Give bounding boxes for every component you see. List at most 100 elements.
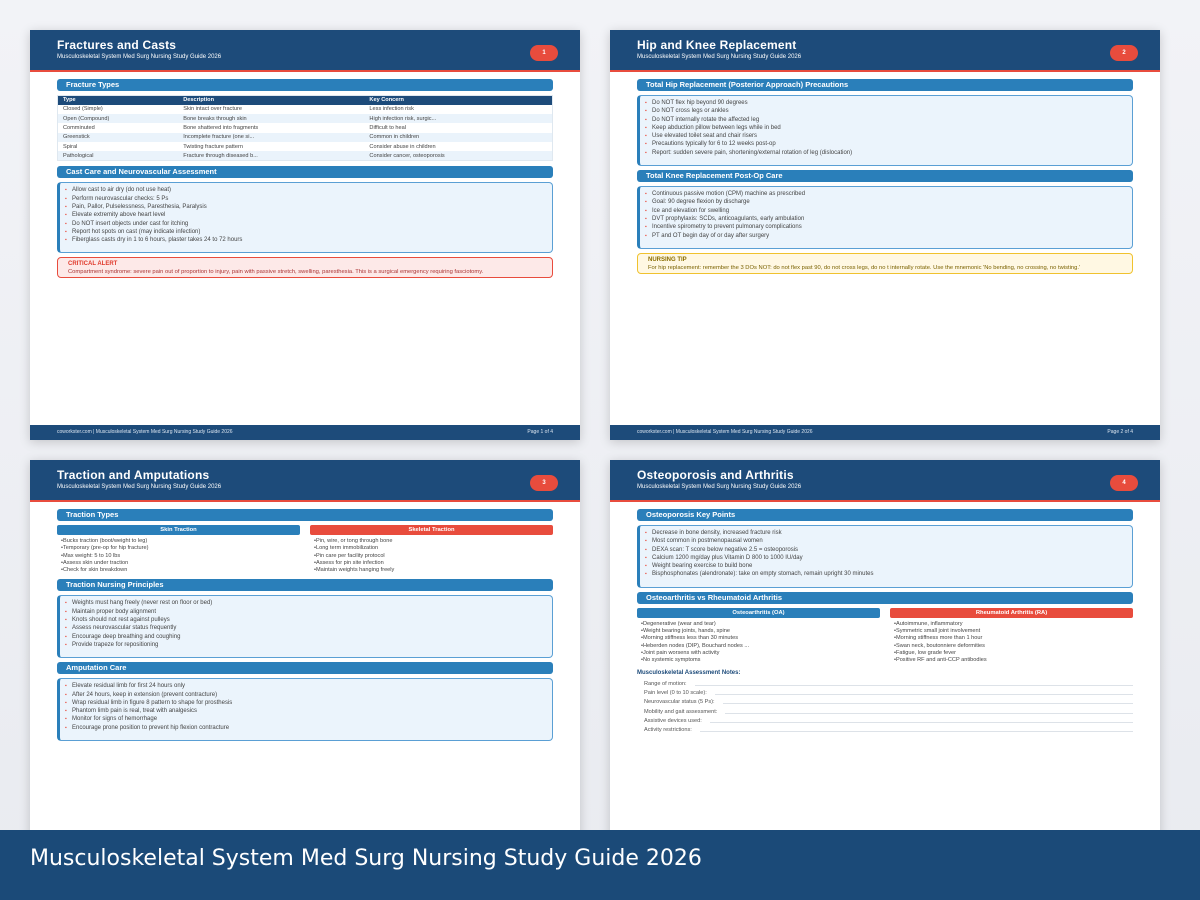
table-cell: Consider abuse in children xyxy=(369,143,436,150)
note-line[interactable] xyxy=(694,684,1133,686)
list-item: Max weight: 5 to 10 lbs xyxy=(57,553,300,560)
arthritis-comparison: Osteoarthritis (OA) Degenerative (wear a… xyxy=(637,607,1133,665)
list-item: Monitor for signs of hemorrhage xyxy=(65,715,552,724)
assessment-notes: Range of motion: Pain level (0 to 10 scal… xyxy=(637,678,1133,733)
skin-traction-header: Skin Traction xyxy=(57,525,300,535)
note-label: Mobility and gait assessment: xyxy=(644,708,718,715)
cast-care-list: Allow cast to air dry (do not use heat)P… xyxy=(57,182,553,254)
note-line[interactable] xyxy=(699,731,1133,733)
page-number-badge: 4 xyxy=(1110,475,1138,491)
table-cell: Consider cancer, osteoporosis xyxy=(364,151,553,161)
note-line[interactable] xyxy=(725,712,1133,714)
list-item: No systemic symptoms xyxy=(637,657,880,664)
tip-title: NURSING TIP xyxy=(648,256,687,263)
alert-text: Compartment syndrome: severe pain out of… xyxy=(68,269,484,276)
skeletal-traction-header: Skeletal Traction xyxy=(310,525,553,535)
list-item: DEXA scan: T score below negative 2.5 = … xyxy=(645,546,1132,555)
fracture-types-table: Type Description Key Concern Closed (Simpl… xyxy=(57,95,553,162)
list-item: Use elevated toilet seat and chair riser… xyxy=(645,132,1132,141)
list-item: Swan neck, boutonniere deformities xyxy=(890,643,1133,650)
list-item: Keep abduction pillow between legs while… xyxy=(645,124,1132,133)
page-1: Fractures and Casts Musculoskeletal Syst… xyxy=(30,30,580,440)
list-item: Knots should not rest against pulleys xyxy=(65,616,552,625)
section-header-hip-precautions: Total Hip Replacement (Posterior Approac… xyxy=(637,79,1133,91)
footer-left: coworkster.com | Musculoskeletal System … xyxy=(637,429,813,435)
list-item: Pin care per facility protocol xyxy=(310,553,553,560)
page-subtitle: Musculoskeletal System Med Surg Nursing … xyxy=(57,54,222,60)
note-label: Range of motion: xyxy=(644,680,687,687)
page-number-badge: 2 xyxy=(1110,45,1138,61)
table-cell: Pathological xyxy=(57,151,179,161)
list-item: Most common in postmenopausal women xyxy=(645,537,1132,546)
list-item: Heberden nodes (DIP), Bouchard nodes ... xyxy=(637,643,880,650)
list-item: Bucks traction (boot/weight to leg) xyxy=(57,538,300,545)
knee-care-list: Continuous passive motion (CPM) machine … xyxy=(637,186,1133,249)
list-item: Elevate extremity above heart level xyxy=(65,211,552,220)
page-4: Osteoporosis and Arthritis Musculoskelet… xyxy=(610,460,1160,860)
note-line[interactable] xyxy=(709,722,1133,724)
list-item: Allow cast to air dry (do not use heat) xyxy=(65,186,552,195)
table-cell: Fracture through diseased b... xyxy=(178,151,365,161)
page-subtitle: Musculoskeletal System Med Surg Nursing … xyxy=(637,54,802,60)
section-header-amputation-care: Amputation Care xyxy=(57,662,553,675)
table-cell: Open (Compound) xyxy=(57,113,179,124)
list-item: Temporary (pre-op for hip fracture) xyxy=(57,545,300,552)
list-item: Symmetric small joint involvement xyxy=(890,628,1133,635)
footer-page: Page 1 of 4 xyxy=(527,429,553,435)
table-cell: Common in children xyxy=(364,132,553,143)
amputation-care-list: Elevate residual limb for first 24 hours… xyxy=(57,678,553,742)
table-cell: High infection risk, surgic... xyxy=(364,113,553,124)
table-row: Closed (Simple) Skin intact over fracture… xyxy=(58,105,553,114)
list-item: Report: sudden severe pain, shortening/e… xyxy=(645,149,1132,158)
list-item: PT and OT begin day of or day after surg… xyxy=(645,232,1132,241)
list-item: Autoimmune, inflammatory xyxy=(890,621,1133,628)
list-item: Pin, wire, or tong through bone xyxy=(310,538,553,545)
list-item: Check for skin breakdown xyxy=(57,567,300,574)
page-subtitle: Musculoskeletal System Med Surg Nursing … xyxy=(637,484,802,490)
list-item: Decrease in bone density, increased frac… xyxy=(645,529,1132,538)
table-cell: Skin intact over fracture xyxy=(183,106,242,113)
oa-header: Osteoarthritis (OA) xyxy=(637,607,880,618)
section-header-traction-types: Traction Types xyxy=(57,509,553,521)
notes-title: Musculoskeletal Assessment Notes: xyxy=(637,669,741,676)
note-line[interactable] xyxy=(722,703,1133,705)
list-item: After 24 hours, keep in extension (preve… xyxy=(65,691,552,700)
note-line[interactable] xyxy=(714,694,1133,696)
table-row: Spiral Twisting fracture pattern Consider … xyxy=(58,142,553,151)
list-item: Weight bearing exercise to build bone xyxy=(645,562,1132,571)
list-item: Encourage deep breathing and coughing xyxy=(65,633,552,642)
table-cell: Bone shattered into fragments xyxy=(183,124,259,131)
list-item: Fatigue, low grade fever xyxy=(890,650,1133,657)
note-label: Pain level (0 to 10 scale): xyxy=(644,690,707,697)
list-item: Incentive spirometry to prevent pulmonar… xyxy=(645,223,1132,232)
list-item: Encourage prone position to prevent hip … xyxy=(65,724,552,733)
page-3: Traction and Amputations Musculoskeletal… xyxy=(30,460,580,860)
table-row: Greenstick Incomplete fracture (one si...… xyxy=(57,132,553,143)
list-item: Morning stiffness less than 30 minutes xyxy=(637,635,880,642)
traction-principles-list: Weights must hang freely (never rest on … xyxy=(57,595,553,659)
note-row: Mobility and gait assessment: xyxy=(637,705,1133,715)
page-header: Fractures and Casts Musculoskeletal Syst… xyxy=(30,30,580,72)
page-header: Traction and Amputations Musculoskeletal… xyxy=(30,460,580,502)
page-number-badge: 3 xyxy=(530,475,558,491)
table-cell: Closed (Simple) xyxy=(63,106,103,113)
section-header-traction-principles: Traction Nursing Principles xyxy=(57,579,553,592)
page-subtitle: Musculoskeletal System Med Surg Nursing … xyxy=(57,484,222,490)
nursing-tip: NURSING TIP For hip replacement: remembe… xyxy=(637,252,1133,274)
table-header-cell: Description xyxy=(178,95,365,105)
list-item: DVT prophylaxis: SCDs, anticoagulants, e… xyxy=(645,215,1132,224)
list-item: Maintain proper body alignment xyxy=(65,608,552,617)
list-item: Provide trapeze for repositioning xyxy=(65,641,552,650)
list-item: Ice and elevation for swelling xyxy=(645,207,1132,216)
page-number-badge: 1 xyxy=(530,45,558,61)
list-item: Calcium 1200 mg/day plus Vitamin D 800 t… xyxy=(645,554,1132,563)
note-row: Neurovascular status (5 Ps): xyxy=(637,696,1133,705)
list-item: Goal: 90 degree flexion by discharge xyxy=(645,198,1132,207)
note-row: Activity restrictions: xyxy=(637,724,1133,733)
table-cell: Incomplete fracture (one si... xyxy=(178,132,365,143)
list-item: Do NOT flex hip beyond 90 degrees xyxy=(645,99,1132,108)
table-cell: Spiral xyxy=(63,143,78,150)
page-footer: coworkster.com | Musculoskeletal System … xyxy=(610,425,1160,440)
table-row: Pathological Fracture through diseased b.… xyxy=(57,151,553,161)
note-label: Assistive devices used: xyxy=(644,718,702,725)
